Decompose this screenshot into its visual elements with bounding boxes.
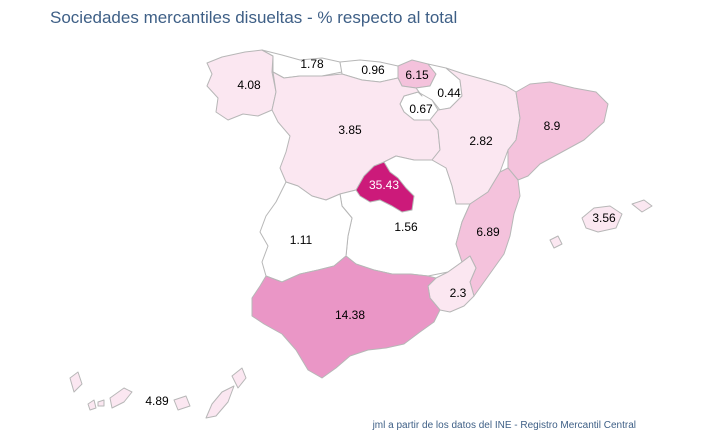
value-label-asturias: 1.78: [300, 57, 324, 71]
value-label-andalucia: 14.38: [335, 308, 365, 322]
region-canarias-lanzarote[interactable]: [231, 367, 247, 389]
value-label-castilla-y-leon: 3.85: [338, 123, 362, 137]
regions-layer: [69, 49, 653, 419]
region-andalucia[interactable]: [251, 255, 441, 379]
region-canarias-el-hierro[interactable]: [87, 399, 97, 411]
value-label-galicia: 4.08: [237, 78, 261, 92]
value-label-castilla-la-mancha: 1.56: [394, 220, 418, 234]
region-asturias[interactable]: [261, 49, 343, 79]
value-label-pais-vasco: 6.15: [405, 68, 429, 82]
region-baleares-ibiza[interactable]: [549, 235, 563, 249]
region-baleares-menorca[interactable]: [631, 199, 653, 213]
value-label-cataluna: 8.9: [544, 119, 561, 133]
labels-layer: 4.08 1.78 0.96 6.15 0.44 0.67 3.85 2.82 8.9 35.43…: [145, 57, 616, 408]
chart-title: Sociedades mercantiles disueltas - % res…: [50, 8, 458, 27]
value-label-la-rioja: 0.67: [409, 102, 433, 116]
region-canarias-fuerteventura[interactable]: [205, 385, 235, 419]
region-canarias-la-gomera[interactable]: [97, 399, 105, 407]
region-baleares-mallorca[interactable]: [581, 205, 623, 233]
source-credit: jml a partir de los datos del INE - Regi…: [372, 420, 636, 431]
region-canarias-gran-canaria[interactable]: [173, 395, 191, 411]
value-label-comunidad-valenciana: 6.89: [476, 225, 500, 239]
value-label-madrid: 35.43: [369, 178, 399, 192]
value-label-cantabria: 0.96: [361, 63, 385, 77]
region-canarias-tenerife[interactable]: [109, 387, 133, 409]
value-label-murcia: 2.3: [450, 286, 467, 300]
region-canarias-la-palma[interactable]: [69, 371, 83, 393]
region-galicia[interactable]: [206, 49, 277, 121]
value-label-baleares: 3.56: [592, 211, 616, 225]
value-label-aragon: 2.82: [469, 134, 493, 148]
value-label-extremadura: 1.11: [290, 233, 313, 247]
value-label-navarra: 0.44: [437, 86, 461, 100]
region-madrid[interactable]: [355, 161, 415, 213]
value-label-canarias: 4.89: [145, 394, 169, 408]
region-cataluna[interactable]: [507, 81, 609, 181]
